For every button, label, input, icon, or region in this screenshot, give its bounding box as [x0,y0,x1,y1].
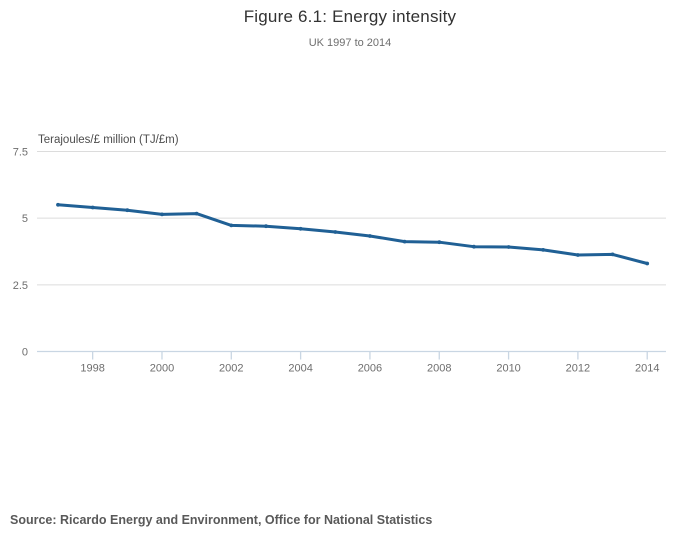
data-point-2004 [298,226,303,231]
x-tick-label-2008: 2008 [427,363,451,375]
y-tick-label-0: 0 [22,347,28,359]
data-point-2007 [402,239,407,244]
data-point-1998 [90,205,95,210]
data-point-2003 [264,224,268,229]
data-point-2008 [437,240,442,245]
energy-intensity-line [56,203,649,265]
data-point-2011 [541,248,546,252]
chart-subtitle: UK 1997 to 2014 [308,37,392,49]
source-attribution: Source: Ricardo Energy and Environment, … [10,513,433,527]
data-point-1999 [125,208,130,213]
y-tick-label-7.5: 7.5 [13,147,28,159]
data-point-2010 [506,245,511,249]
x-tick-label-2000: 2000 [150,363,174,375]
data-point-2000 [160,212,164,217]
data-point-1997 [56,202,60,207]
data-point-2013 [610,252,615,257]
data-point-2001 [194,211,199,216]
data-point-2014 [645,261,650,266]
x-tick-label-2006: 2006 [358,363,382,375]
y-axis-unit-label: Terajoules/£ million (TJ/£m) [38,134,179,146]
chart-title: Figure 6.1: Energy intensity [243,7,457,26]
data-point-2006 [368,234,372,238]
data-point-2002 [229,223,234,228]
x-tick-label-2014: 2014 [635,363,659,375]
y-tick-label-5: 5 [22,213,28,225]
x-tick-label-2010: 2010 [496,363,520,375]
data-point-2009 [472,244,476,249]
y-tick-label-2.5: 2.5 [13,280,28,292]
data-point-2005 [333,230,338,234]
x-tick-label-2004: 2004 [288,363,312,375]
x-tick-label-1998: 1998 [80,363,104,375]
x-tick-label-2012: 2012 [566,363,590,375]
data-point-2012 [576,253,580,257]
x-tick-label-2002: 2002 [219,363,243,375]
